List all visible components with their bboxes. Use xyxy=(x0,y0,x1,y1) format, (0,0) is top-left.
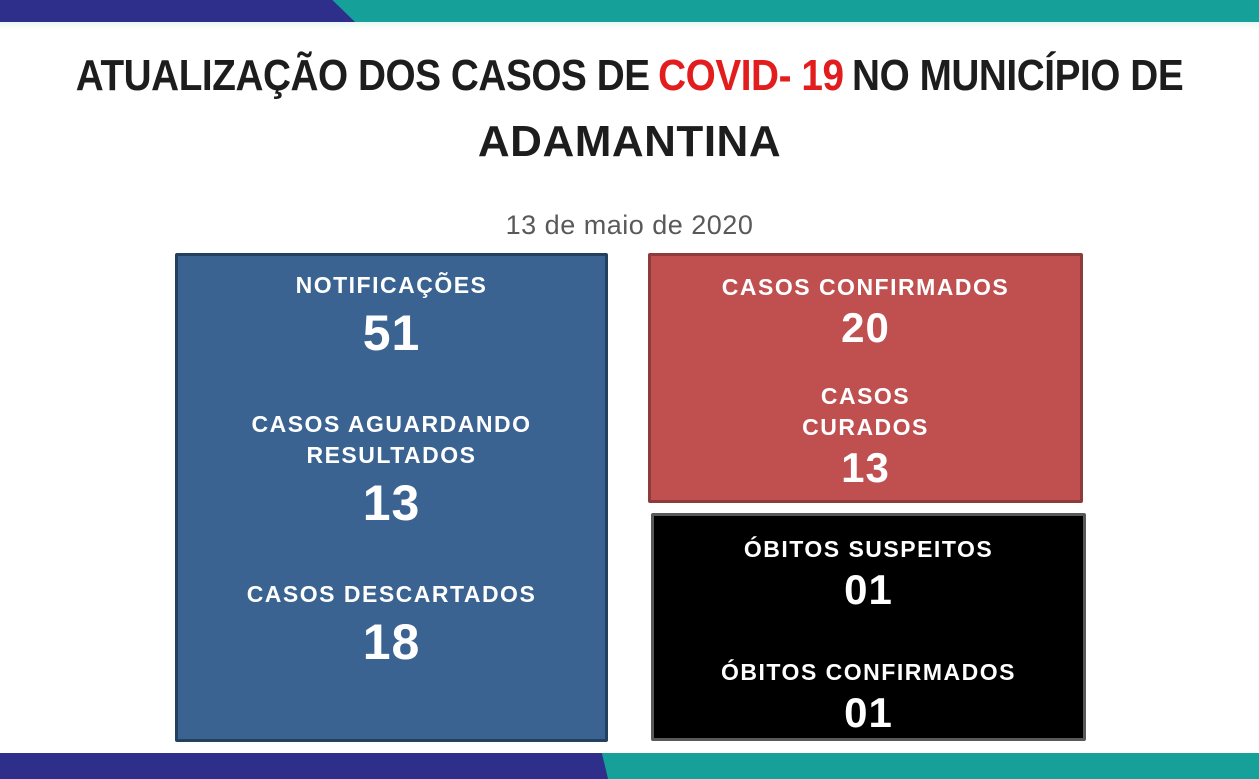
stat-value-obitos-suspeitos: 01 xyxy=(844,566,893,613)
header: ATUALIZAÇÃO DOS CASOS DE COVID- 19 NO MUNI… xyxy=(0,0,1259,241)
top-banner-fade xyxy=(0,22,1259,30)
stat-label-descartados: CASOS DESCARTADOS xyxy=(246,581,537,607)
stat-label-confirmados: CASOS CONFIRMADOS xyxy=(721,274,1010,300)
confirmed-cases-card: CASOS CONFIRMADOS 20 CASOS CURADOS 13 xyxy=(648,253,1083,503)
stat-label-obitos-suspeitos: ÓBITOS SUSPEITOS xyxy=(743,536,994,562)
report-date: 13 de maio de 2020 xyxy=(505,210,754,240)
notifications-card: NOTIFICAÇÕES 51 CASOS AGUARDANDO RESULTA… xyxy=(175,253,608,742)
page-title-line1: ATUALIZAÇÃO DOS CASOS DE COVID- 19 NO MUNI… xyxy=(76,48,1184,104)
title-prefix: ATUALIZAÇÃO DOS CASOS DE xyxy=(75,51,650,100)
page-title-line2: ADAMANTINA xyxy=(477,117,782,166)
bottom-banner-teal-bar xyxy=(0,753,1259,779)
title-suffix: NO MUNICÍPIO DE xyxy=(852,51,1184,100)
stat-value-obitos-confirmados: 01 xyxy=(844,689,893,736)
stat-value-confirmados: 20 xyxy=(841,304,890,351)
bottom-banner-navy-shape xyxy=(0,753,609,779)
top-banner-teal-bar xyxy=(0,0,1259,22)
deaths-card: ÓBITOS SUSPEITOS 01 ÓBITOS CONFIRMADOS 0… xyxy=(651,513,1086,741)
top-banner-navy-shape xyxy=(0,0,356,22)
stat-value-curados: 13 xyxy=(841,444,890,491)
stat-label-curados: CASOS CURADOS xyxy=(802,383,929,440)
title-covid-highlight: COVID- 19 xyxy=(658,51,844,100)
stat-label-aguardando-resultados: CASOS AGUARDANDO RESULTADOS xyxy=(251,411,532,468)
stat-value-aguardando-resultados: 13 xyxy=(362,475,421,531)
stat-value-notificacoes: 51 xyxy=(362,305,421,361)
stat-label-notificacoes: NOTIFICAÇÕES xyxy=(295,272,488,298)
stat-label-obitos-confirmados: ÓBITOS CONFIRMADOS xyxy=(721,659,1016,685)
stat-value-descartados: 18 xyxy=(362,614,421,670)
